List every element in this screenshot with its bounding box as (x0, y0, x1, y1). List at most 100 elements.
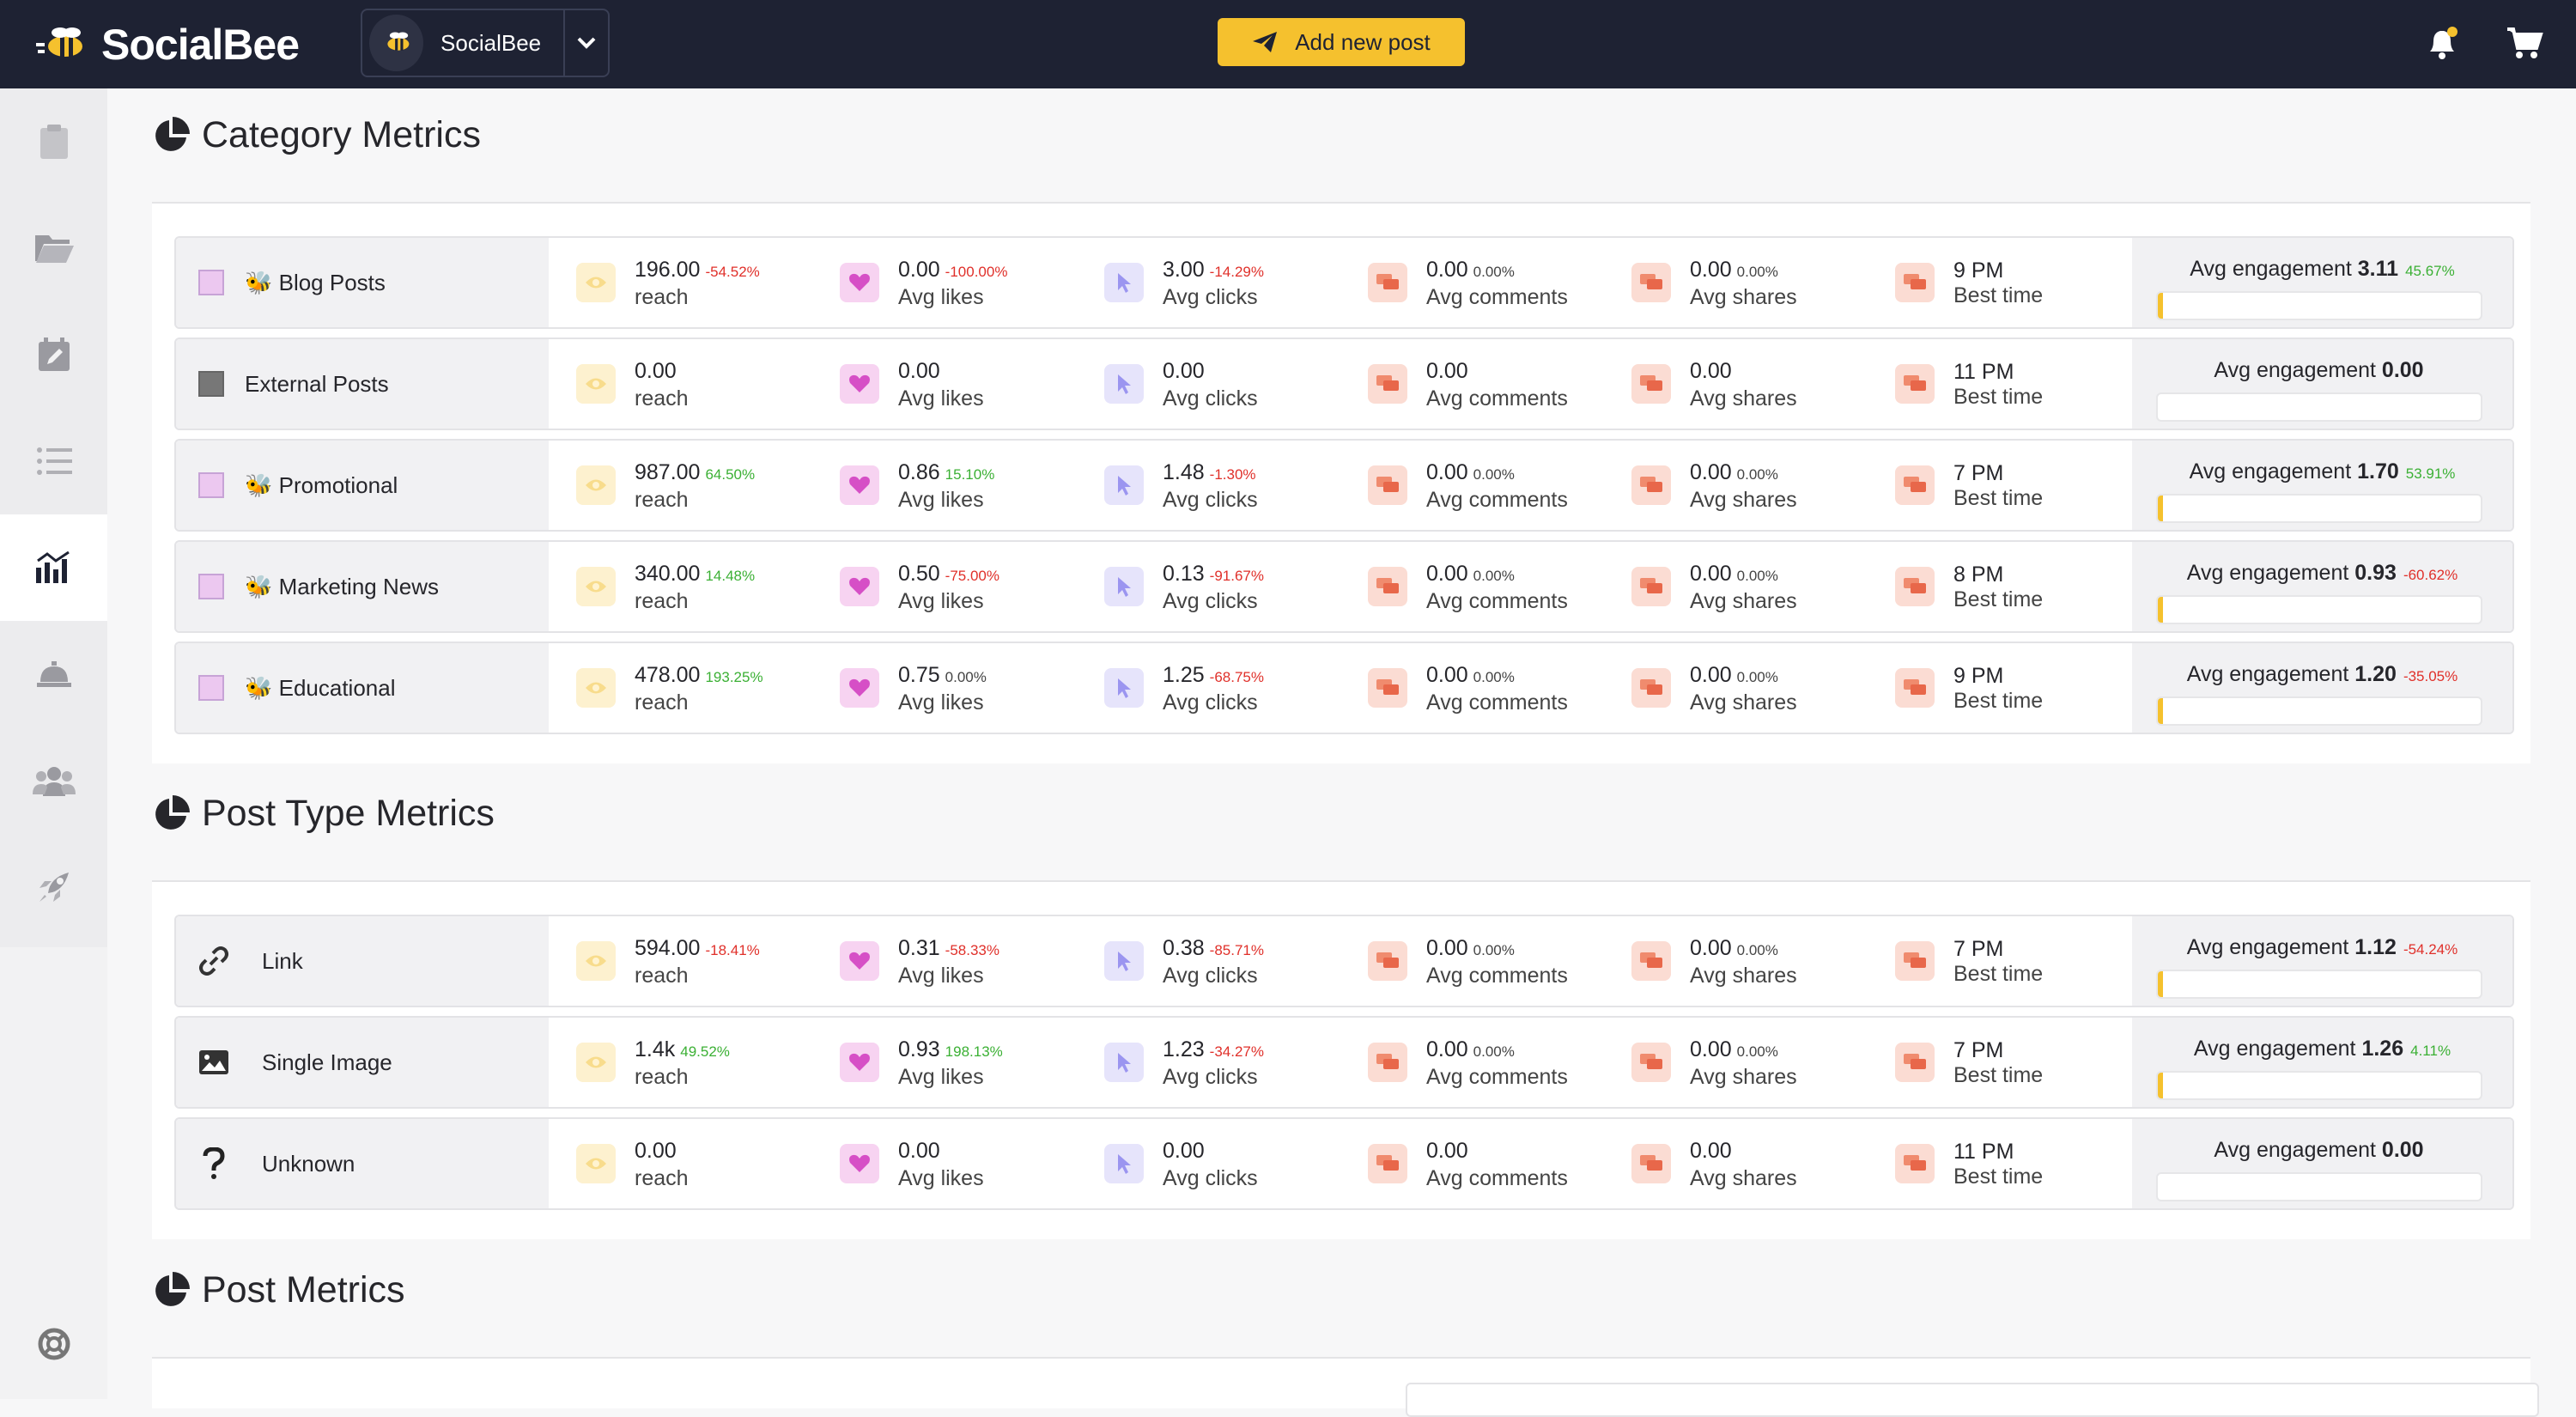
heart-icon (840, 263, 879, 302)
cart-icon[interactable] (2506, 24, 2543, 62)
row-name: Single Image (262, 1049, 392, 1075)
post-type-row[interactable]: Single Image 1.4k 49.52% reach 0.93 198.13% Av… (174, 1016, 2514, 1109)
category-row[interactable]: 🐝 Marketing News 340.00 14.48% reach 0.50 -75… (174, 540, 2514, 633)
metric-shares: 0.00 0.00% Avg shares (1631, 916, 1797, 1006)
metric-label: Best time (1953, 962, 2044, 986)
row-name-cell: 🐝 Marketing News (176, 542, 549, 631)
metric-likes: 0.50 -75.00% Avg likes (840, 542, 999, 631)
post-type-metrics-title: Post Type Metrics (152, 793, 495, 835)
heart-icon (840, 941, 879, 981)
category-row[interactable]: 🐝 Promotional 987.00 64.50% reach 0.86 15.10%… (174, 439, 2514, 532)
cursor-icon (1104, 1144, 1144, 1183)
metric-value: 196.00 (635, 257, 701, 282)
metric-value: 0.00 (1690, 561, 1732, 586)
metric-clicks: 1.23 -34.27% Avg clicks (1104, 1018, 1264, 1107)
engagement-value: 0.93 (2354, 561, 2397, 585)
post-metrics-card (152, 1357, 2539, 1417)
post-type-row[interactable]: Unknown 0.00 reach 0.00 Avg likes 0.00 Avg cli… (174, 1117, 2514, 1210)
metric-label: Avg likes (898, 588, 984, 613)
engagement-label: Avg engagement (2214, 1138, 2376, 1162)
engagement-cell: Avg engagement 0.00 (2132, 339, 2512, 429)
chevron-down-icon (577, 37, 596, 49)
engagement-bar-fill (2158, 496, 2164, 521)
category-metrics-title: Category Metrics (152, 114, 481, 156)
list-icon (36, 447, 72, 475)
app-logo[interactable]: SocialBee (36, 19, 300, 70)
engagement-change: 45.67% (2405, 263, 2455, 279)
clock-icon (1895, 567, 1935, 606)
post-type-row[interactable]: Link 594.00 -18.41% reach 0.31 -58.33% Avg lik… (174, 915, 2514, 1007)
cursor-icon (1104, 263, 1144, 302)
metric-value: 0.00 (1690, 662, 1732, 687)
metric-value: 0.75 (898, 662, 940, 687)
metric-label: Avg shares (1690, 1064, 1797, 1089)
sidebar-item-analytics[interactable] (0, 514, 107, 621)
row-name-cell: 🐝 Educational (176, 643, 549, 733)
clock-icon (1895, 1144, 1935, 1183)
metric-value: 0.00 (1690, 935, 1732, 960)
metric-value: 1.48 (1163, 459, 1205, 484)
metric-change: -91.67% (1209, 567, 1264, 584)
metric-comments: 0.00 0.00% Avg comments (1368, 1018, 1568, 1107)
row-name: Link (262, 947, 303, 974)
pie-chart-icon (155, 794, 190, 830)
metric-label: Avg comments (1426, 1165, 1568, 1190)
heart-icon (840, 1043, 879, 1082)
cursor-icon (1104, 668, 1144, 708)
metric-best: 8 PM Best time (1895, 542, 2043, 631)
category-row[interactable]: External Posts 0.00 reach 0.00 Avg likes 0.00… (174, 338, 2514, 430)
metric-reach: 478.00 193.25% reach (576, 643, 763, 733)
sidebar-item-growth[interactable] (0, 834, 107, 940)
metric-value: 0.00 (1690, 358, 1732, 383)
category-row[interactable]: 🐝 Blog Posts 196.00 -54.52% reach 0.00 -100.0… (174, 236, 2514, 329)
metric-best: 11 PM Best time (1895, 1119, 2043, 1208)
comments-icon (1368, 941, 1407, 981)
metric-value: 0.00 (635, 358, 677, 383)
metric-label: Avg shares (1690, 284, 1797, 309)
metric-reach: 196.00 -54.52% reach (576, 238, 760, 327)
metric-label: Avg comments (1426, 284, 1568, 309)
category-row[interactable]: 🐝 Educational 478.00 193.25% reach 0.75 0.00%… (174, 642, 2514, 734)
workspace-dropdown-button[interactable] (563, 10, 608, 76)
metric-label: Avg shares (1690, 588, 1797, 613)
metric-value: 9 PM (1953, 258, 2004, 283)
metric-change: -1.30% (1209, 465, 1256, 483)
metric-value: 0.00 (1690, 459, 1732, 484)
engagement-label: Avg engagement (2186, 561, 2349, 585)
metric-change: 0.00% (1473, 567, 1515, 584)
engagement-label: Avg engagement (2190, 257, 2352, 281)
engagement-bar (2156, 696, 2482, 726)
sidebar-item-concierge[interactable] (0, 621, 107, 727)
engagement-change: -35.05% (2403, 668, 2458, 684)
row-name: External Posts (245, 370, 389, 397)
sidebar-item-team[interactable] (0, 727, 107, 834)
calendar-edit-icon (38, 338, 70, 371)
metric-clicks: 0.00 Avg clicks (1104, 339, 1258, 429)
workspace-switcher[interactable]: SocialBee (361, 9, 610, 77)
category-color-swatch (198, 270, 224, 295)
heart-icon (840, 668, 879, 708)
sidebar-item-posts-list[interactable] (0, 408, 107, 514)
post-metrics-panel (1406, 1383, 2539, 1417)
sidebar-item-schedule[interactable] (0, 301, 107, 408)
engagement-cell: Avg engagement 0.93 -60.62% (2132, 542, 2512, 631)
metric-value: 594.00 (635, 935, 701, 960)
metric-change: 0.00% (945, 668, 987, 685)
metric-reach: 594.00 -18.41% reach (576, 916, 760, 1006)
metric-label: Avg clicks (1163, 588, 1258, 613)
add-new-post-button[interactable]: Add new post (1218, 18, 1465, 66)
engagement-label: Avg engagement (2186, 935, 2349, 959)
help-support-icon[interactable] (0, 1291, 107, 1397)
shares-icon (1631, 364, 1671, 404)
metric-best: 7 PM Best time (1895, 441, 2043, 530)
sidebar-item-content[interactable] (0, 88, 107, 195)
metric-value: 0.00 (898, 358, 940, 383)
clock-icon (1895, 263, 1935, 302)
metric-change: -100.00% (945, 263, 1008, 280)
metric-label: Best time (1953, 385, 2044, 409)
notifications-bell-icon[interactable] (2423, 24, 2461, 62)
sidebar-item-categories[interactable] (0, 195, 107, 301)
shares-icon (1631, 263, 1671, 302)
category-color-swatch (198, 371, 224, 397)
clock-icon (1895, 668, 1935, 708)
